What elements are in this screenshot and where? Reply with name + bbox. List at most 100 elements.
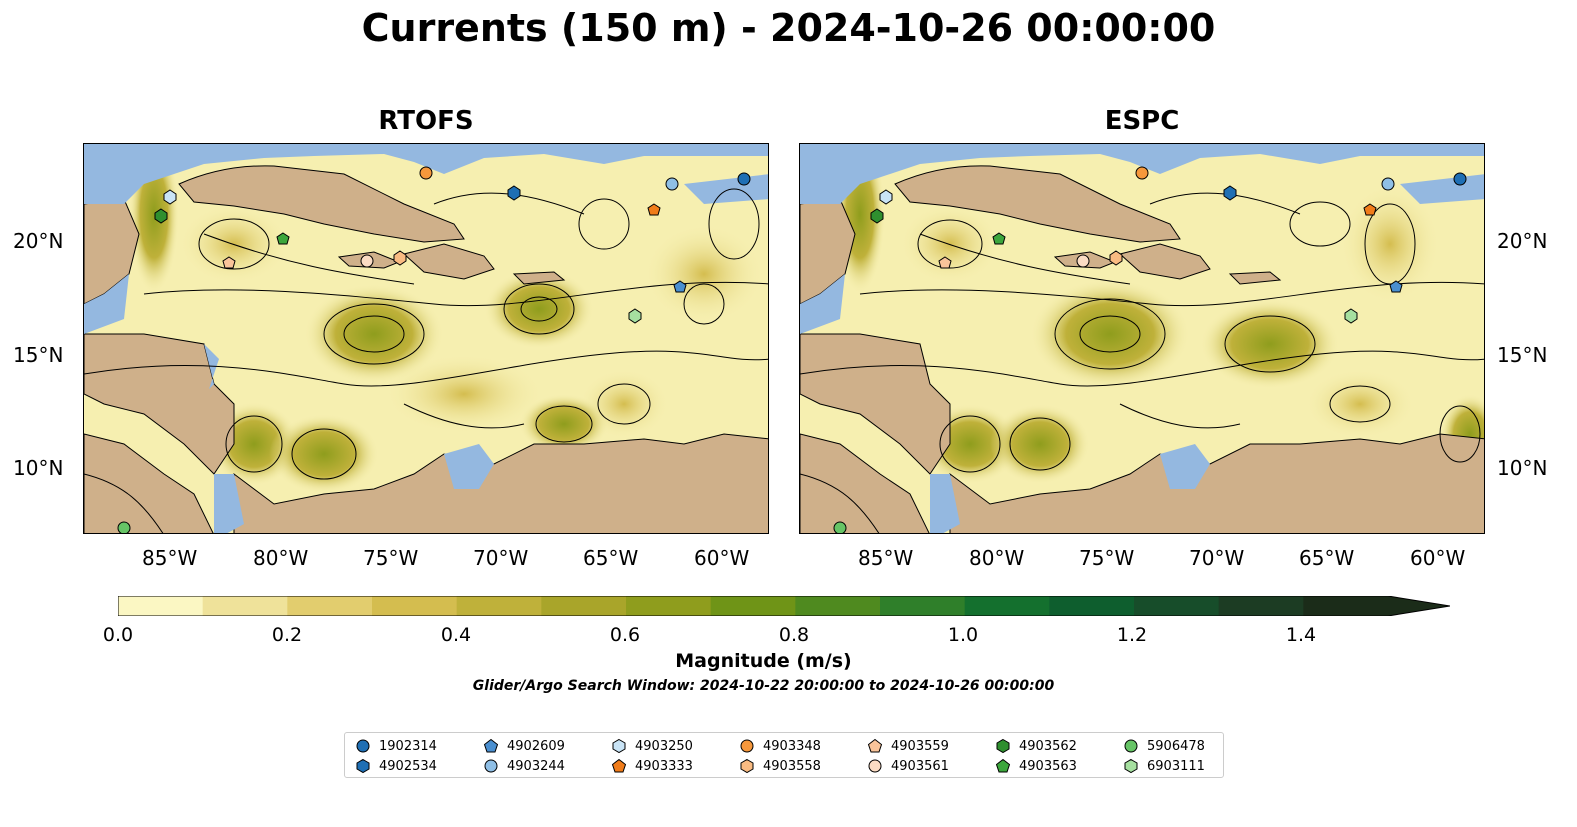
legend-label: 4902609: [507, 738, 565, 754]
legend-item: 4903562: [995, 737, 1077, 755]
circle-marker-icon: [484, 759, 498, 773]
float-markers: [117, 166, 751, 533]
legend-label: 4903244: [507, 758, 565, 774]
legend-item: 4903558: [739, 757, 821, 775]
current-magnitude-blobs: [835, 144, 1484, 484]
colorbar-segment: [795, 596, 881, 616]
colorbar-tick-2: 0.4: [440, 624, 472, 646]
colorbar-tick-4: 0.8: [778, 624, 810, 646]
legend-label: 6903111: [1147, 758, 1205, 774]
lon-tick-85w-right: 85°W: [858, 546, 914, 570]
colorbar-segment: [626, 596, 712, 616]
colorbar-segment: [1049, 596, 1135, 616]
legend-item: 4903348: [739, 737, 821, 755]
legend-item: 4903559: [867, 737, 949, 755]
legend-label: 4903558: [763, 758, 821, 774]
colorbar-tick-0: 0.0: [102, 624, 134, 646]
lat-tick-10n-right: 10°N: [1497, 456, 1548, 480]
legend-item: 4903561: [867, 757, 949, 775]
lon-tick-85w-left: 85°W: [142, 546, 198, 570]
float-markers: [833, 166, 1467, 533]
colorbar-tick-1: 0.2: [271, 624, 303, 646]
colorbar-segment: [372, 596, 458, 616]
legend-label: 1902314: [379, 738, 437, 754]
lon-tick-65w-right: 65°W: [1299, 546, 1355, 570]
lon-tick-65w-left: 65°W: [583, 546, 639, 570]
legend-label: 4903561: [891, 758, 949, 774]
colorbar-segment: [880, 596, 966, 616]
lat-tick-15n-right: 15°N: [1497, 343, 1548, 367]
lon-tick-60w-left: 60°W: [694, 546, 750, 570]
colorbar-label: Magnitude (m/s): [675, 650, 852, 672]
colorbar-segment: [202, 596, 288, 616]
water-bodies: [84, 144, 768, 533]
lon-tick-75w-right: 75°W: [1079, 546, 1135, 570]
colorbar-segment: [1134, 596, 1220, 616]
pentagon-marker-icon: [611, 758, 627, 773]
colorbar-tick-3: 0.6: [609, 624, 641, 646]
circle-marker-icon: [356, 739, 370, 753]
streamlines: [800, 192, 1484, 533]
hexagon-marker-icon: [612, 738, 626, 754]
lat-tick-20n-left: 20°N: [13, 229, 64, 253]
legend-item: 1902314: [355, 737, 437, 755]
panel-title-espc: ESPC: [1104, 106, 1180, 136]
current-magnitude-blobs: [129, 144, 764, 494]
lon-tick-75w-left: 75°W: [363, 546, 419, 570]
circle-marker-icon: [1124, 739, 1138, 753]
hexagon-marker-icon: [1124, 758, 1138, 774]
colorbar-segment: [1303, 596, 1389, 616]
colorbar-tick-5: 1.0: [947, 624, 979, 646]
legend-item: 4902534: [355, 757, 437, 775]
colorbar-segment: [118, 596, 204, 616]
streamlines: [84, 188, 768, 533]
legend-item: 4903563: [995, 757, 1077, 775]
legend-label: 4903559: [891, 738, 949, 754]
lon-tick-80w-right: 80°W: [969, 546, 1025, 570]
pentagon-marker-icon: [867, 738, 883, 753]
colorbar-segment: [456, 596, 542, 616]
colorbar-segment: [541, 596, 627, 616]
colorbar-tick-7: 1.4: [1285, 624, 1317, 646]
legend-item: 4903333: [611, 757, 693, 775]
lon-tick-80w-left: 80°W: [253, 546, 309, 570]
colorbar-segment: [964, 596, 1050, 616]
legend-label: 4903250: [635, 738, 693, 754]
map-panel-rtofs[interactable]: [83, 143, 769, 534]
legend-label: 4903333: [635, 758, 693, 774]
lat-tick-10n-left: 10°N: [13, 456, 64, 480]
map-panel-espc[interactable]: [799, 143, 1485, 534]
land: [800, 165, 1484, 533]
legend-item: 6903111: [1123, 757, 1205, 775]
figure-title: Currents (150 m) - 2024-10-26 00:00:00: [361, 6, 1216, 50]
panel-title-rtofs: RTOFS: [378, 106, 474, 136]
legend-label: 4903563: [1019, 758, 1077, 774]
legend-item: 4902609: [483, 737, 565, 755]
legend-item: 4903244: [483, 757, 565, 775]
hexagon-marker-icon: [740, 758, 754, 774]
legend-item: 4903250: [611, 737, 693, 755]
colorbar-segment: [1218, 596, 1304, 616]
espc-map: [800, 144, 1484, 533]
lon-tick-60w-right: 60°W: [1410, 546, 1466, 570]
colorbar-tick-6: 1.2: [1116, 624, 1148, 646]
rtofs-map: [84, 144, 768, 533]
search-window-text: Glider/Argo Search Window: 2024-10-22 20…: [472, 678, 1055, 694]
pentagon-marker-icon: [483, 738, 499, 753]
legend-label: 4903562: [1019, 738, 1077, 754]
legend-label: 4902534: [379, 758, 437, 774]
float-legend: 1902314 4902534 4902609 4903244 4903250 49033…: [344, 732, 1224, 778]
pentagon-marker-icon: [995, 758, 1011, 773]
colorbar: [118, 596, 1450, 616]
lat-tick-15n-left: 15°N: [13, 343, 64, 367]
circle-marker-icon: [868, 759, 882, 773]
lon-tick-70w-left: 70°W: [473, 546, 529, 570]
hexagon-marker-icon: [356, 758, 370, 774]
hexagon-marker-icon: [996, 738, 1010, 754]
colorbar-outline: [118, 596, 1450, 616]
circle-marker-icon: [740, 739, 754, 753]
land: [84, 165, 768, 533]
legend-item: 5906478: [1123, 737, 1205, 755]
colorbar-extend-arrow: [1388, 596, 1450, 616]
legend-label: 4903348: [763, 738, 821, 754]
